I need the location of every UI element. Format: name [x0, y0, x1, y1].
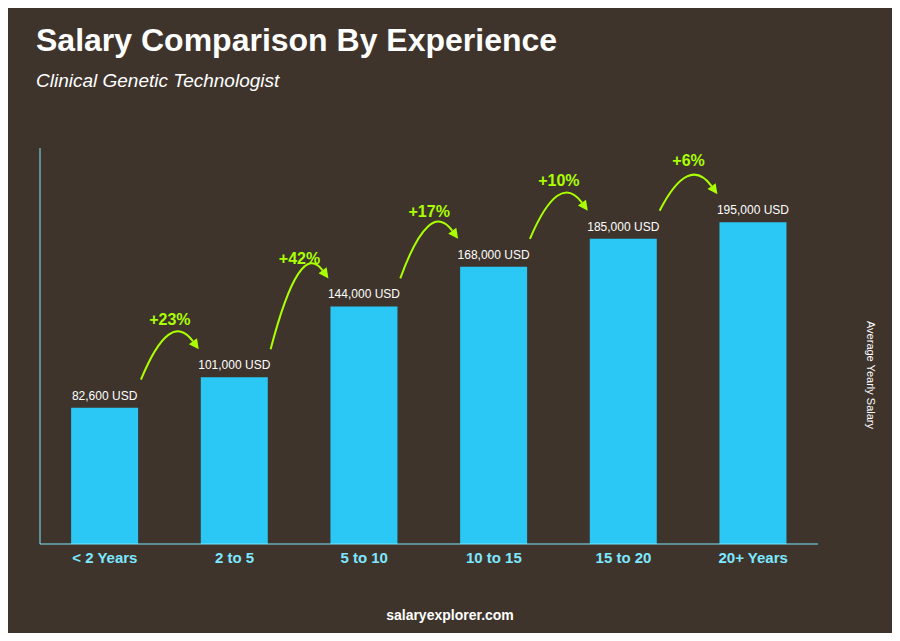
svg-text:< 2 Years: < 2 Years	[72, 549, 137, 566]
svg-text:2 to 5: 2 to 5	[215, 549, 254, 566]
svg-text:+42%: +42%	[279, 250, 320, 267]
html-text:Clinical Genetic Technologist: Clinical Genetic Technologist	[36, 70, 280, 91]
svg-text:82,600 USD: 82,600 USD	[72, 389, 138, 403]
svg-text:101,000 USD: 101,000 USD	[198, 358, 270, 372]
svg-text:195,000 USD: 195,000 USD	[717, 203, 789, 217]
svg-text:+10%: +10%	[538, 172, 579, 189]
svg-text:168,000 USD: 168,000 USD	[458, 248, 530, 262]
html-text:Average Yearly Salary: Average Yearly Salary	[865, 321, 877, 429]
html-text:salaryexplorer.com: salaryexplorer.com	[386, 607, 514, 623]
svg-text:185,000 USD: 185,000 USD	[587, 220, 659, 234]
svg-text:20+ Years: 20+ Years	[718, 549, 787, 566]
svg-text:15 to 20: 15 to 20	[596, 549, 652, 566]
html-text:Salary Comparison By Experienc: Salary Comparison By Experience	[36, 22, 558, 58]
svg-text:144,000 USD: 144,000 USD	[328, 287, 400, 301]
svg-text:10 to 15: 10 to 15	[466, 549, 522, 566]
svg-text:+6%: +6%	[672, 152, 704, 169]
svg-text:+17%: +17%	[409, 203, 450, 220]
svg-text:5 to 10: 5 to 10	[340, 549, 388, 566]
svg-text:+23%: +23%	[149, 311, 190, 328]
